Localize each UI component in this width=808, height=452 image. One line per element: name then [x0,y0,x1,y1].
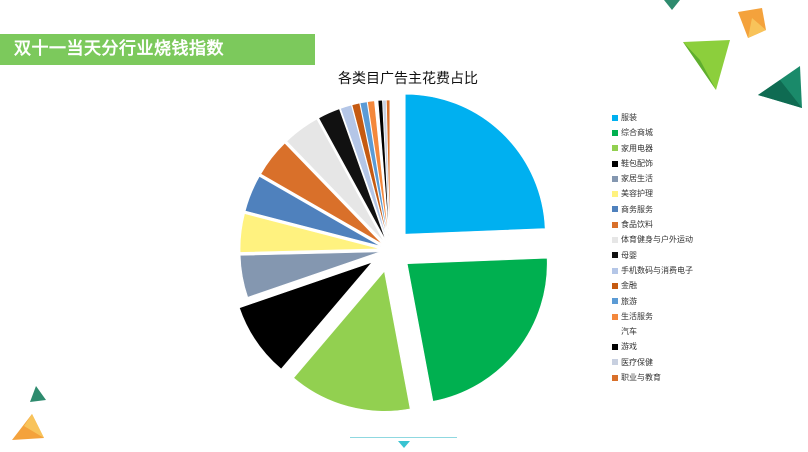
legend-item: 家居生活 [612,171,693,186]
legend-label: 鞋包配饰 [621,158,653,168]
chart-legend: 服装综合商城家用电器鞋包配饰家居生活美容护理商务服务食品饮料体育健身与户外运动母… [612,110,693,385]
legend-swatch [612,282,618,289]
legend-label: 家居生活 [621,174,653,184]
legend-label: 综合商城 [621,128,653,138]
legend-item: 医疗保健 [612,355,693,370]
legend-item: 生活服务 [612,309,693,324]
legend-swatch [612,252,618,259]
pie-slice-13 [367,100,390,241]
legend-label: 服装 [621,113,637,122]
legend-item: 金融 [612,278,693,293]
pie-slice-1 [406,257,548,402]
legend-swatch [612,221,618,228]
pie-slice-9 [318,108,387,242]
legend-label: 家用电器 [621,143,653,153]
legend-label: 游戏 [621,342,637,352]
pie-slice-11 [351,102,389,241]
legend-item: 食品饮料 [612,217,693,232]
legend-swatch [612,237,618,244]
legend-item: 商务服务 [612,202,693,217]
pie-slice-0 [404,93,546,235]
legend-item: 体育健身与户外运动 [612,232,693,247]
legend-item: 旅游 [612,294,693,309]
pie-slice-12 [359,101,389,241]
legend-label: 生活服务 [621,311,653,321]
pie-slice-6 [244,175,381,247]
pie-slice-17 [386,99,391,241]
legend-swatch [612,145,618,152]
legend-label: 手机数码与消费电子 [621,265,693,275]
legend-item: 母婴 [612,248,693,263]
legend-swatch [612,129,618,136]
legend-swatch [612,313,618,320]
legend-swatch [612,359,618,366]
pie-slice-3 [239,261,373,370]
legend-label: 职业与教育 [621,373,661,383]
pie-slice-7 [260,142,383,245]
legend-swatch [612,328,618,335]
legend-swatch [612,114,618,121]
legend-label: 体育健身与户外运动 [621,235,693,245]
chart-title: 各类目广告主花费占比 [338,71,478,87]
legend-item: 汽车 [612,324,693,339]
legend-item: 手机数码与消费电子 [612,263,693,278]
legend-swatch [612,175,618,182]
legend-item: 美容护理 [612,186,693,201]
legend-swatch [612,344,618,351]
legend-label: 食品饮料 [621,220,653,230]
legend-item: 家用电器 [612,141,693,156]
legend-label: 母婴 [621,250,637,260]
pie-slice-5 [239,213,381,253]
scroll-down-arrow-icon[interactable] [398,441,410,448]
legend-label: 医疗保健 [621,357,653,367]
bottom-divider [350,437,457,438]
pie-slice-10 [340,104,388,241]
legend-swatch [612,191,618,198]
legend-swatch [612,267,618,274]
pie-slice-4 [239,251,381,298]
pie-slice-8 [286,118,385,243]
legend-label: 旅游 [621,296,637,306]
legend-label: 商务服务 [621,204,653,214]
legend-item: 游戏 [612,339,693,354]
legend-swatch [612,374,618,381]
legend-item: 职业与教育 [612,370,693,385]
legend-label: 金融 [621,281,637,291]
legend-swatch [612,160,618,167]
legend-item: 服装 [612,110,693,125]
legend-swatch [612,298,618,305]
legend-label: 美容护理 [621,189,653,199]
legend-item: 综合商城 [612,125,693,140]
legend-item: 鞋包配饰 [612,156,693,171]
header-bar: 双十一当天分行业烧钱指数 [0,34,315,65]
page-title: 双十一当天分行业烧钱指数 [14,39,224,59]
legend-label: 汽车 [621,327,637,337]
pie-slice-2 [293,270,411,412]
legend-swatch [612,206,618,213]
